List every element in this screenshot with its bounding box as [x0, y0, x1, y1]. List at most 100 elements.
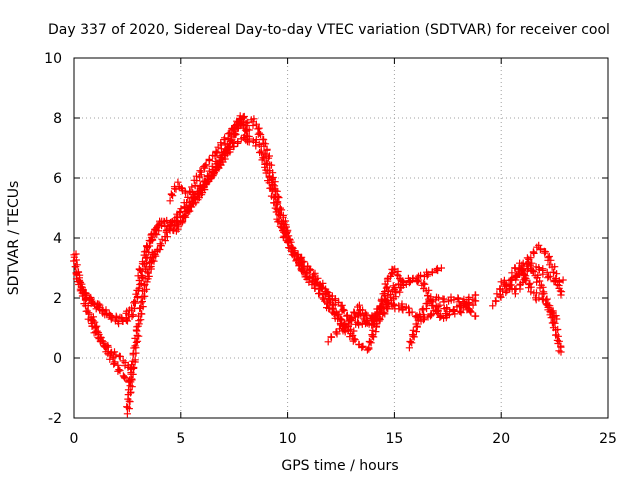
data-point	[553, 315, 561, 323]
data-point	[167, 190, 175, 198]
data-point	[131, 297, 139, 306]
data-point	[535, 266, 543, 274]
data-point	[408, 308, 416, 316]
data-point	[424, 270, 432, 278]
data-point	[290, 251, 298, 259]
data-point	[138, 310, 146, 318]
data-point	[129, 311, 137, 319]
data-point	[428, 311, 436, 319]
data-point	[75, 274, 83, 282]
data-point	[469, 301, 477, 309]
data-point	[145, 272, 153, 280]
data-point	[398, 305, 406, 313]
data-point	[333, 310, 341, 318]
data-point	[218, 156, 226, 164]
data-point	[465, 293, 473, 301]
data-point	[425, 286, 433, 294]
data-point	[137, 299, 145, 307]
data-point	[274, 210, 283, 218]
data-point	[143, 268, 151, 276]
x-axis-label: GPS time / hours	[281, 458, 398, 474]
data-point	[446, 308, 454, 316]
data-point	[259, 135, 267, 143]
data-point	[300, 263, 308, 271]
data-point	[295, 261, 304, 269]
data-point	[95, 300, 103, 308]
data-point	[543, 301, 551, 309]
data-point	[197, 168, 205, 176]
data-point	[425, 297, 433, 305]
data-point	[197, 185, 205, 193]
data-point	[359, 342, 367, 350]
data-point	[451, 310, 459, 318]
data-point	[156, 240, 164, 248]
data-point	[359, 306, 367, 314]
data-point	[156, 245, 164, 254]
data-point	[365, 337, 373, 346]
x-tick-label: 25	[599, 431, 617, 447]
data-point	[384, 299, 392, 307]
data-point	[96, 305, 104, 314]
series-trace-17	[395, 297, 480, 324]
data-point	[202, 161, 210, 169]
data-point	[340, 306, 348, 314]
data-point	[555, 278, 563, 286]
data-point	[288, 244, 296, 253]
data-point	[551, 319, 559, 327]
data-point	[232, 130, 240, 138]
data-point	[115, 320, 123, 328]
data-point	[186, 188, 194, 196]
data-point	[436, 313, 444, 321]
data-point	[351, 336, 359, 344]
data-point	[303, 272, 311, 281]
data-point	[309, 277, 317, 285]
data-point	[123, 403, 131, 411]
data-point	[455, 298, 463, 306]
data-point	[212, 167, 220, 175]
y-tick-label: 4	[53, 231, 62, 247]
data-point	[412, 320, 420, 328]
data-point	[363, 319, 371, 327]
data-point	[144, 269, 152, 277]
data-point	[532, 289, 541, 297]
data-point	[421, 280, 429, 288]
data-point	[536, 246, 544, 254]
data-point	[460, 295, 468, 303]
data-point	[72, 275, 81, 283]
data-point	[547, 256, 555, 264]
data-point	[312, 279, 320, 287]
data-point	[417, 271, 425, 279]
data-point	[472, 312, 480, 320]
data-point	[328, 305, 336, 313]
data-point	[201, 162, 209, 170]
data-point	[393, 270, 401, 278]
data-point	[146, 263, 154, 271]
data-point	[390, 300, 398, 308]
data-point	[405, 344, 413, 352]
data-point	[205, 167, 213, 175]
data-point	[279, 233, 287, 242]
data-point	[252, 136, 260, 144]
data-point	[169, 226, 177, 234]
data-point	[257, 149, 266, 157]
data-point	[557, 348, 565, 356]
data-point	[434, 294, 443, 302]
data-point	[217, 161, 225, 169]
x-tick-label: 20	[492, 431, 510, 447]
data-point	[406, 337, 414, 346]
data-point	[174, 223, 182, 231]
data-point	[538, 295, 546, 303]
data-point	[554, 325, 562, 334]
series-trace-9	[247, 115, 358, 335]
data-point	[72, 263, 80, 271]
data-point	[230, 143, 238, 151]
data-point	[110, 348, 119, 356]
data-point	[134, 272, 142, 280]
series-trace-15	[369, 297, 407, 328]
data-point	[179, 218, 187, 226]
data-point	[434, 266, 442, 275]
data-point	[263, 145, 271, 153]
data-point	[188, 198, 197, 206]
data-point	[365, 344, 373, 352]
